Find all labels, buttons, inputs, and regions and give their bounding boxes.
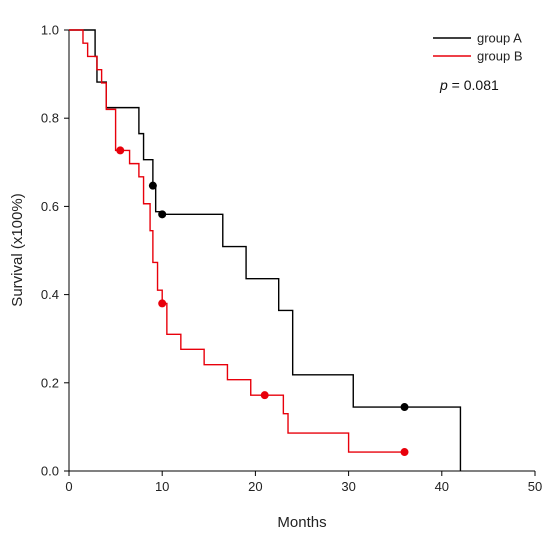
y-tick-label: 0.0 bbox=[41, 464, 59, 479]
p-value-label: p bbox=[439, 77, 448, 93]
y-axis-title: Survival (x100%) bbox=[9, 193, 26, 306]
p-value-text: = 0.081 bbox=[448, 77, 499, 93]
x-axis-title: Months bbox=[277, 514, 326, 531]
survival-curves bbox=[69, 29, 462, 471]
p-value-annotation: p = 0.081 bbox=[439, 77, 499, 93]
x-tick-label: 0 bbox=[65, 479, 72, 494]
x-tick-label: 40 bbox=[435, 479, 449, 494]
y-tick-label: 0.4 bbox=[41, 287, 59, 302]
y-tick-label: 0.2 bbox=[41, 375, 59, 390]
x-tick-label: 10 bbox=[155, 479, 169, 494]
censor-point bbox=[158, 299, 167, 308]
legend: group A group B bbox=[433, 31, 523, 64]
x-tick-label: 20 bbox=[248, 479, 262, 494]
y-tick-label: 1.0 bbox=[41, 23, 59, 38]
x-tick-label: 30 bbox=[341, 479, 355, 494]
censor-point bbox=[158, 210, 167, 219]
axes bbox=[68, 30, 535, 472]
censor-point bbox=[260, 391, 269, 400]
series-line-group-b bbox=[69, 29, 405, 453]
censor-point bbox=[400, 403, 409, 412]
legend-label: group A bbox=[477, 31, 522, 46]
x-tick-label: 50 bbox=[528, 479, 542, 494]
censor-point bbox=[148, 181, 157, 190]
series-line-group-a bbox=[69, 29, 462, 471]
legend-label: group B bbox=[477, 49, 523, 64]
censor-point bbox=[400, 448, 409, 457]
censor-point bbox=[116, 146, 125, 155]
y-tick-label: 0.8 bbox=[41, 111, 59, 126]
ticks: 0 10 20 30 40 50 0.0 0.2 0.4 0.6 0.8 1.0 bbox=[41, 23, 542, 495]
y-tick-label: 0.6 bbox=[41, 199, 59, 214]
